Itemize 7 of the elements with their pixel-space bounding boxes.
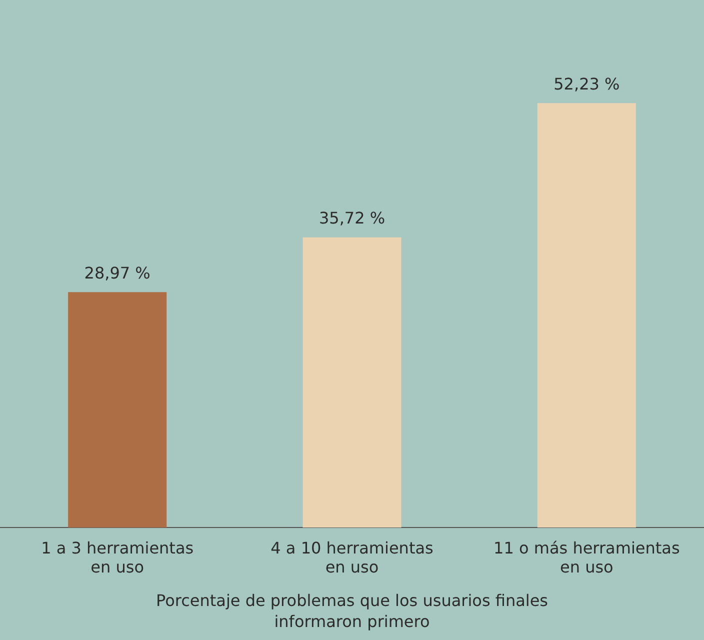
data-label: 52,23 %	[554, 74, 620, 94]
data-label: 28,97 %	[84, 263, 150, 282]
x-axis-title: Porcentaje de problemas que los usuarios finales informaron primero	[154, 590, 550, 632]
x-tick-label: 4 a 10 herramientas en uso	[270, 538, 434, 577]
x-tick-label: 1 a 3 herramientas en uso	[41, 538, 194, 577]
x-tick-label: 11 o más herramientas en uso	[494, 538, 680, 577]
data-label: 35,72 %	[318, 208, 386, 228]
